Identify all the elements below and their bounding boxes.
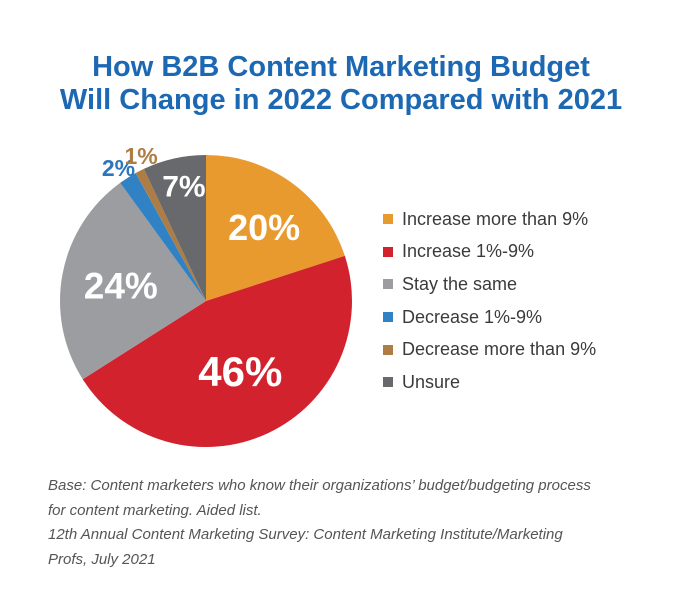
legend: Increase more than 9% Increase 1%-9% Stay … xyxy=(383,203,596,399)
legend-label: Stay the same xyxy=(402,273,518,294)
legend-label: Increase 1%-9% xyxy=(402,241,535,262)
pie-slice-increase-1-9 xyxy=(82,255,352,447)
pie-slice-unsure xyxy=(143,155,206,301)
source-notes: Base: Content marketers who know their o… xyxy=(48,474,648,572)
legend-label: Unsure xyxy=(402,371,461,392)
legend-swatch-icon xyxy=(383,312,393,323)
legend-swatch-icon xyxy=(383,377,393,388)
source-note-line2: Profs, July 2021 xyxy=(48,550,156,568)
legend-swatch-icon xyxy=(383,279,393,290)
chart-title-line2: Will Change in 2022 Compared with 2021 xyxy=(59,84,623,116)
base-note-line1: Base: Content marketers who know their o… xyxy=(48,477,591,494)
base-note-line2: for content marketing. Aided list. xyxy=(48,501,262,519)
legend-label: Decrease 1%-9% xyxy=(402,306,543,327)
pie-value-label-increase-1-9: 46% xyxy=(198,348,282,395)
legend-item-increase-1-9: Increase 1%-9% xyxy=(383,236,596,269)
pie-slice-decrease-more-than-9 xyxy=(135,168,206,301)
pie-slice-decrease-1-9 xyxy=(120,173,206,301)
chart-title-line1: How B2B Content Marketing Budget xyxy=(92,51,590,83)
legend-item-decrease-more-than-9: Decrease more than 9% xyxy=(383,333,596,366)
legend-swatch-icon xyxy=(383,344,393,355)
pie-value-label-stay-the-same: 24% xyxy=(84,266,158,307)
pie-value-label-decrease-1-9: 2% xyxy=(102,155,135,181)
pie-slice-stay-the-same xyxy=(59,182,207,380)
chart-title: How B2B Content Marketing Budget Will Cha… xyxy=(0,51,682,117)
legend-swatch-icon xyxy=(383,246,393,257)
legend-swatch-icon xyxy=(383,214,393,225)
legend-label: Decrease more than 9% xyxy=(402,339,597,360)
legend-item-increase-more-than-9: Increase more than 9% xyxy=(383,203,596,236)
pie-value-label-unsure: 7% xyxy=(162,171,205,204)
legend-item-unsure: Unsure xyxy=(383,366,596,399)
pie-value-label-increase-more-than-9: 20% xyxy=(228,207,300,248)
pie-value-label-decrease-more-than-9: 1% xyxy=(124,143,157,169)
legend-label: Increase more than 9% xyxy=(402,208,589,229)
pie-slice-increase-more-than-9 xyxy=(206,155,345,301)
legend-item-stay-the-same: Stay the same xyxy=(383,268,596,301)
source-note-line1: 12th Annual Content Marketing Survey: Co… xyxy=(48,526,563,543)
legend-item-decrease-1-9: Decrease 1%-9% xyxy=(383,301,596,334)
